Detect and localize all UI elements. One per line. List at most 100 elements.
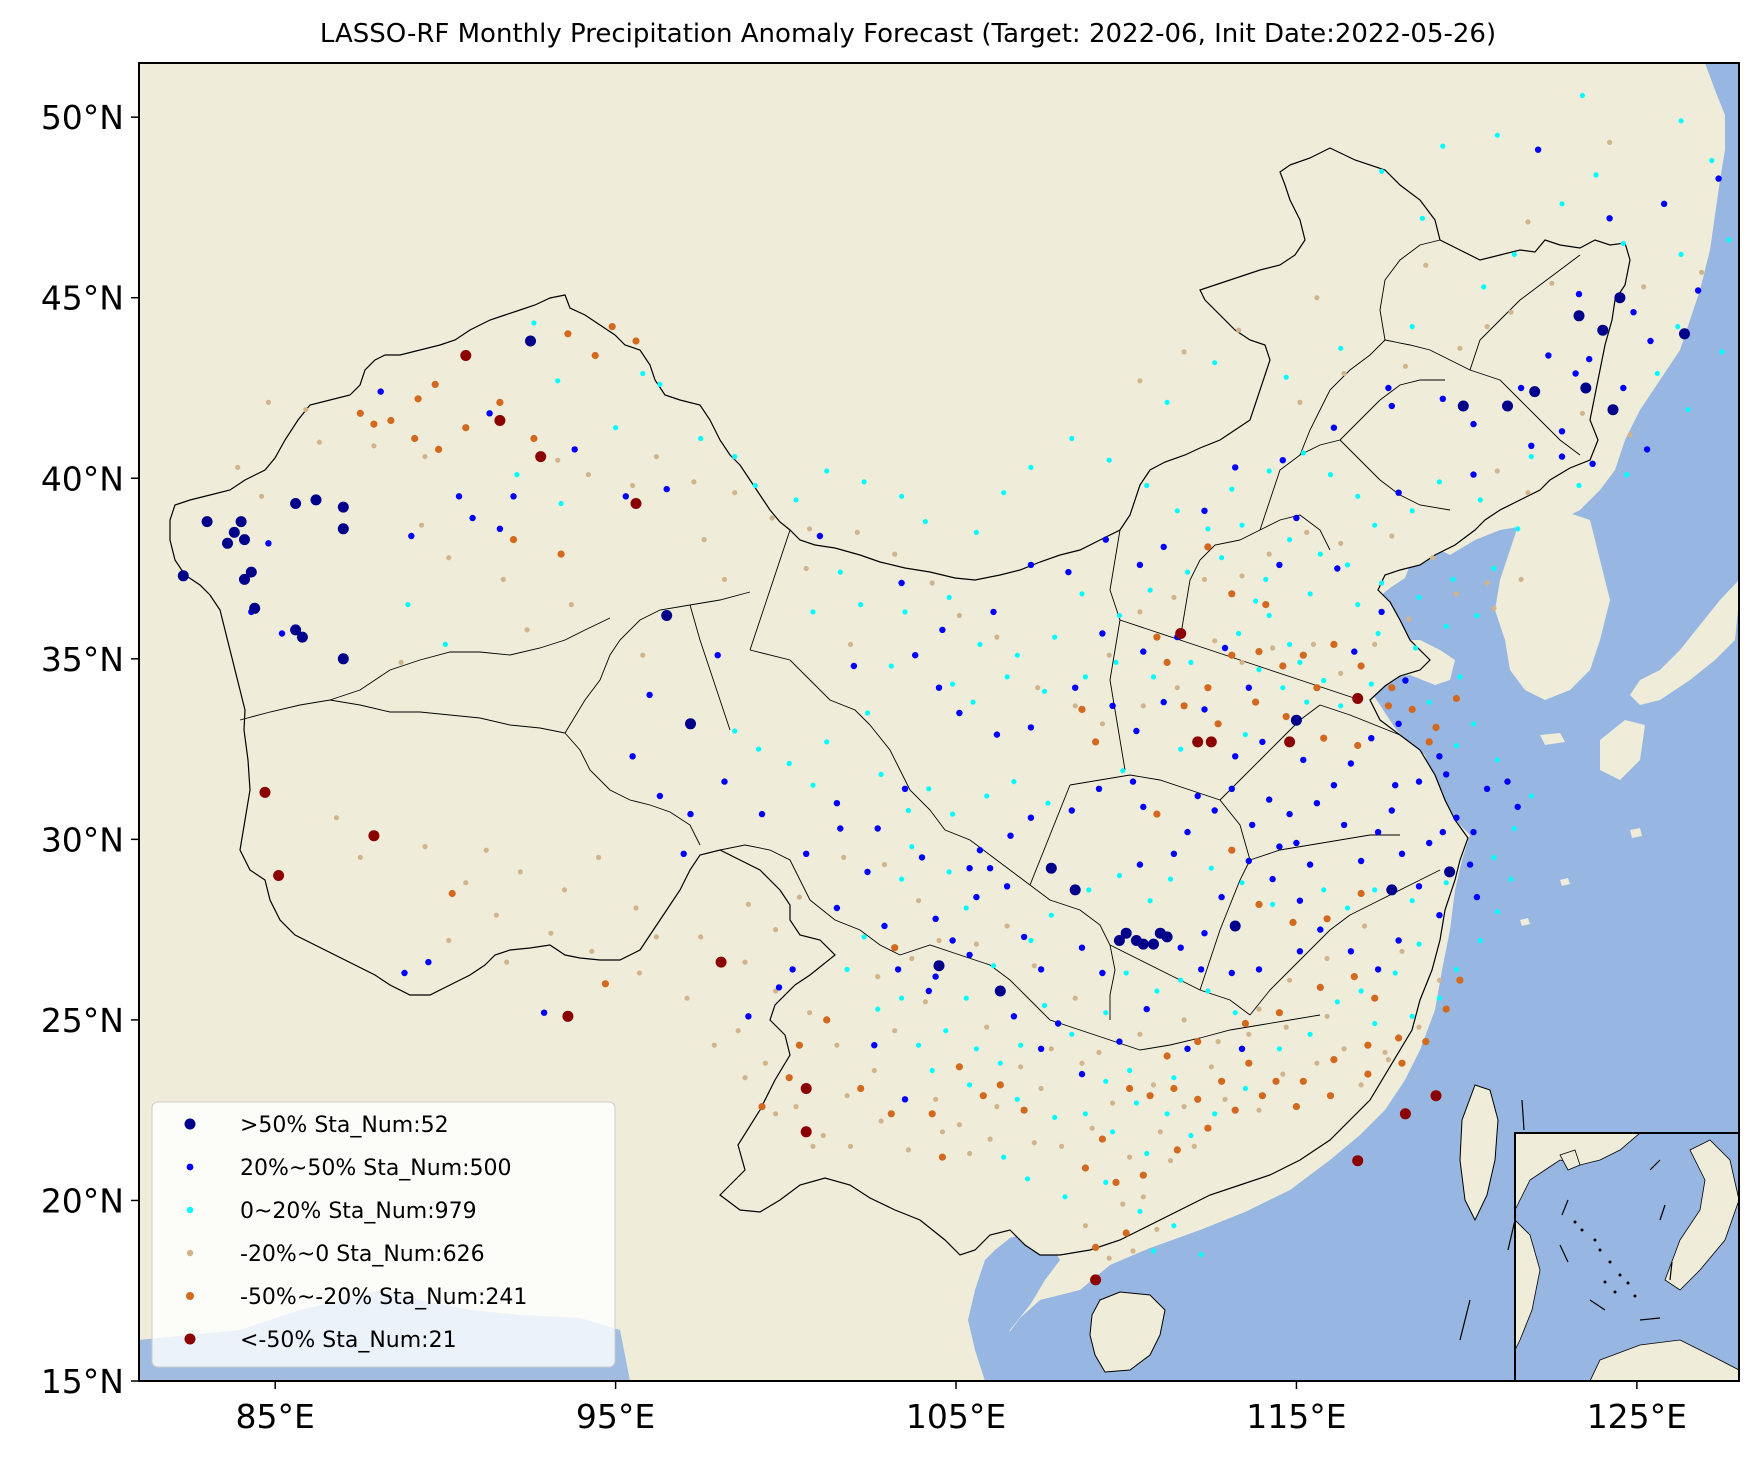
station-0-20 [732, 728, 738, 734]
station-0-20 [613, 425, 619, 431]
station-m50-m20 [1146, 1092, 1154, 1100]
station-m20-0 [640, 652, 646, 658]
station-m20-0 [1627, 432, 1633, 438]
station-m20-0 [1423, 262, 1429, 268]
station-20-50 [377, 388, 384, 395]
station-0-20 [950, 811, 956, 817]
station-0-20 [1178, 746, 1184, 752]
station-0-20 [1103, 1010, 1109, 1016]
map-title: LASSO-RF Monthly Precipitation Anomaly F… [320, 19, 1496, 49]
station-m50-m20 [496, 398, 504, 406]
taiwan-island [1459, 1084, 1499, 1222]
station-20-50 [1313, 800, 1321, 807]
station-lt-m50 [368, 830, 380, 842]
station-m50-m20 [1388, 684, 1396, 692]
station-m20-0 [1385, 1057, 1391, 1063]
legend-label: >50% Sta_Num:52 [240, 1113, 449, 1138]
station-0-20 [1287, 641, 1293, 648]
station-m50-m20 [1452, 694, 1460, 703]
station-0-20 [1266, 468, 1272, 474]
station-m50-m20 [1395, 1034, 1403, 1042]
station-m20-0 [1372, 641, 1378, 648]
station-0-20 [1164, 1111, 1170, 1117]
station-0-20 [1062, 1194, 1068, 1200]
station-0-20 [1205, 988, 1211, 994]
station-20-50 [455, 493, 463, 500]
station-20-50 [833, 904, 841, 912]
station-20-50 [1660, 200, 1668, 207]
station-0-20 [1256, 667, 1262, 673]
station-20-50 [1201, 930, 1208, 937]
station-m20-0 [994, 634, 1000, 640]
station-20-50 [1170, 850, 1178, 857]
station-20-50 [1470, 471, 1477, 478]
station-lt-m50 [1192, 736, 1204, 748]
station-m20-0 [1110, 1100, 1116, 1106]
station-0-20 [905, 807, 912, 814]
station-m20-0 [994, 1104, 1000, 1110]
station-0-20 [878, 771, 884, 778]
station-20-50 [1330, 782, 1338, 789]
station-0-20 [1379, 168, 1385, 174]
station-m50-m20 [1081, 1164, 1089, 1172]
station-20-50 [775, 984, 783, 991]
station-20-50 [1473, 893, 1481, 901]
station-20-50 [1293, 839, 1300, 847]
station-m20-0 [1453, 591, 1459, 597]
station-m50-m20 [1354, 741, 1362, 750]
legend-label: -50%~-20% Sta_Num:241 [240, 1285, 527, 1310]
station-m20-0 [1382, 1049, 1388, 1055]
station-lt-m50 [1352, 693, 1364, 704]
station-m20-0 [967, 1150, 973, 1157]
station-m20-0 [1518, 576, 1524, 583]
station-lt-m50 [1090, 1274, 1102, 1286]
station-gt50 [994, 985, 1006, 997]
station-0-20 [902, 609, 908, 615]
station-m50-m20 [785, 1074, 793, 1082]
station-0-20 [1443, 623, 1449, 629]
station-20-50 [1334, 565, 1341, 572]
station-m20-0 [878, 1118, 884, 1124]
station-0-20 [1270, 901, 1276, 908]
station-m50-m20 [1422, 1038, 1430, 1046]
station-m50-m20 [887, 1110, 895, 1118]
station-0-20 [698, 435, 704, 442]
station-0-20 [1014, 652, 1020, 658]
legend-label: 20%~50% Sta_Num:500 [240, 1156, 512, 1181]
station-20-50 [1136, 861, 1144, 868]
station-20-50 [646, 691, 653, 699]
station-m50-m20 [1282, 713, 1290, 721]
station-20-50 [1201, 507, 1208, 514]
station-m20-0 [905, 1147, 912, 1153]
station-m20-0 [1491, 605, 1497, 611]
station-0-20 [1198, 1252, 1204, 1258]
station-m50-m20 [1020, 1106, 1028, 1114]
station-0-20 [899, 493, 905, 499]
province-borders [239, 239, 1581, 1051]
station-m20-0 [1072, 995, 1078, 1001]
station-20-50 [1228, 785, 1236, 792]
station-m50-m20 [1456, 976, 1464, 984]
station-0-20 [1110, 1129, 1116, 1135]
station-20-50 [1293, 514, 1300, 522]
station-20-50 [1010, 1013, 1018, 1020]
station-0-20 [1477, 497, 1483, 503]
station-m20-0 [1699, 269, 1705, 275]
station-m50-m20 [1364, 1041, 1372, 1049]
station-0-20 [844, 966, 850, 973]
station-20-50 [1286, 810, 1293, 818]
station-20-50 [622, 493, 629, 500]
station-lt-m50 [535, 451, 547, 463]
station-20-50 [1439, 395, 1447, 402]
station-20-50 [1116, 1038, 1123, 1045]
station-20-50 [901, 1096, 909, 1103]
station-m20-0 [235, 464, 241, 470]
kyushu-island [1600, 720, 1645, 780]
station-0-20 [1419, 215, 1425, 221]
station-0-20 [1321, 677, 1327, 684]
station-0-20 [1174, 508, 1180, 514]
station-m50-m20 [1425, 738, 1433, 746]
station-20-50 [745, 1013, 752, 1020]
station-m20-0 [807, 526, 813, 532]
station-20-50 [986, 865, 994, 872]
